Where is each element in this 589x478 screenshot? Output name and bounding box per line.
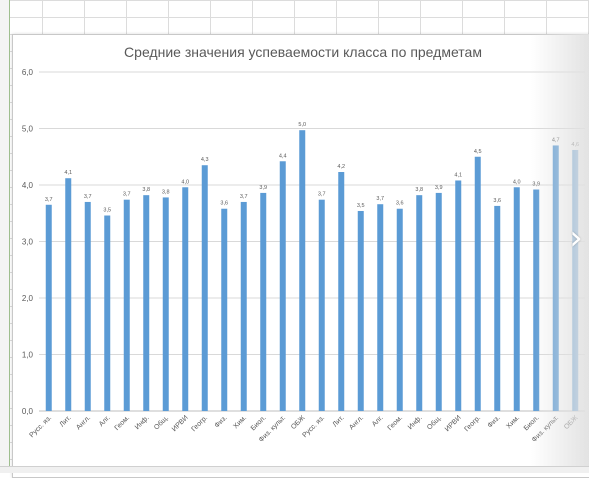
data-label: 4,0 bbox=[513, 179, 521, 185]
sheet-bottom-bar bbox=[0, 466, 589, 473]
data-label: 4,1 bbox=[64, 170, 72, 176]
data-label: 4,5 bbox=[474, 149, 482, 155]
category-label: Алг. bbox=[371, 414, 385, 428]
y-tick-label: 3,0 bbox=[22, 238, 34, 247]
bar bbox=[474, 156, 481, 411]
bar bbox=[318, 199, 325, 411]
data-label: 3,8 bbox=[415, 187, 423, 193]
data-label: 3,6 bbox=[493, 198, 501, 204]
data-label: 3,9 bbox=[435, 185, 443, 191]
x-axis-categories: Русс. яз. Лит. Англ. Алг. Геом. Инф. Общ. ИРВИ Г… bbox=[28, 414, 580, 444]
data-label: 3,6 bbox=[396, 201, 404, 207]
bar bbox=[260, 192, 267, 411]
category-label: ИРВИ bbox=[171, 414, 190, 433]
bar bbox=[494, 205, 501, 411]
bar-chart: Средние значения успеваемости класса по … bbox=[22, 44, 585, 444]
y-tick-label: 5,0 bbox=[22, 125, 34, 134]
bar bbox=[201, 165, 208, 411]
chevron-right-icon[interactable]: › bbox=[569, 218, 583, 258]
category-label: Лит. bbox=[332, 414, 346, 428]
data-label: 4,2 bbox=[337, 164, 345, 170]
category-label: Геом. bbox=[387, 414, 405, 432]
data-label: 3,8 bbox=[142, 187, 150, 193]
category-label: ИРВИ bbox=[444, 414, 463, 433]
category-label: Лит. bbox=[59, 414, 73, 428]
bar bbox=[104, 215, 111, 411]
category-label: ОБЖ bbox=[290, 414, 307, 431]
data-label: 3,7 bbox=[376, 196, 384, 202]
category-label: Геом. bbox=[114, 414, 132, 432]
data-label: 3,7 bbox=[318, 192, 326, 198]
chart-area[interactable]: Средние значения успеваемости класса по … bbox=[12, 34, 589, 478]
category-label: Алг. bbox=[98, 414, 112, 428]
data-label: 4,1 bbox=[454, 172, 462, 178]
data-label: 3,5 bbox=[357, 203, 365, 209]
bar bbox=[143, 195, 150, 411]
data-label: 3,7 bbox=[45, 197, 53, 203]
chart-title: Средние значения успеваемости класса по … bbox=[124, 44, 482, 60]
gridlines bbox=[39, 71, 585, 412]
category-label: Геогр. bbox=[463, 414, 482, 433]
y-tick-label: 2,0 bbox=[22, 294, 34, 303]
y-tick-label: 0,0 bbox=[22, 407, 34, 416]
category-label: Хим. bbox=[232, 414, 248, 430]
bar bbox=[396, 208, 403, 411]
bars bbox=[45, 130, 579, 411]
category-label: Англ. bbox=[348, 414, 365, 431]
bar bbox=[513, 187, 520, 411]
bar bbox=[162, 197, 169, 411]
category-label: Общ. bbox=[152, 414, 170, 432]
scroll-fade-overlay bbox=[531, 34, 589, 473]
category-label: Геогр. bbox=[190, 414, 209, 433]
category-label: Инф. bbox=[407, 414, 424, 431]
row-header-strip bbox=[0, 0, 10, 473]
category-label: Англ. bbox=[75, 414, 92, 431]
data-label: 3,5 bbox=[103, 208, 111, 214]
category-label: Физ. bbox=[487, 414, 502, 429]
data-label: 3,7 bbox=[240, 194, 248, 200]
category-label: Инф. bbox=[134, 414, 151, 431]
data-label: 3,8 bbox=[162, 189, 170, 195]
bar bbox=[279, 161, 286, 411]
bar bbox=[435, 192, 442, 411]
data-label: 3,7 bbox=[84, 194, 92, 200]
bar bbox=[240, 201, 247, 411]
y-tick-label: 1,0 bbox=[22, 351, 34, 360]
bar bbox=[377, 204, 384, 411]
bar bbox=[221, 208, 228, 411]
data-label: 3,7 bbox=[123, 192, 131, 198]
bar bbox=[338, 172, 345, 411]
data-label: 4,4 bbox=[279, 153, 287, 159]
data-label: 4,3 bbox=[201, 157, 209, 163]
bar bbox=[182, 187, 189, 411]
category-label: Биол. bbox=[250, 414, 268, 432]
category-label: Общ. bbox=[425, 414, 443, 432]
y-axis-ticks: 0,0 1,0 2,0 3,0 4,0 5,0 6,0 bbox=[22, 68, 34, 416]
bar bbox=[357, 210, 364, 411]
bar bbox=[455, 180, 462, 411]
category-label: Физ. bbox=[214, 414, 229, 429]
bar bbox=[299, 130, 306, 411]
bar bbox=[65, 178, 72, 411]
bar bbox=[123, 199, 130, 411]
data-label: 3,9 bbox=[259, 185, 267, 191]
bar bbox=[416, 195, 423, 411]
bar bbox=[84, 201, 91, 411]
category-label: Хим. bbox=[505, 414, 521, 430]
category-label: Русс. яз. bbox=[28, 414, 53, 439]
data-label: 3,6 bbox=[220, 201, 228, 207]
y-tick-label: 4,0 bbox=[22, 181, 34, 190]
data-label: 5,0 bbox=[298, 122, 306, 128]
data-label: 4,0 bbox=[181, 179, 189, 185]
y-tick-label: 6,0 bbox=[22, 68, 34, 77]
bar bbox=[45, 204, 52, 411]
